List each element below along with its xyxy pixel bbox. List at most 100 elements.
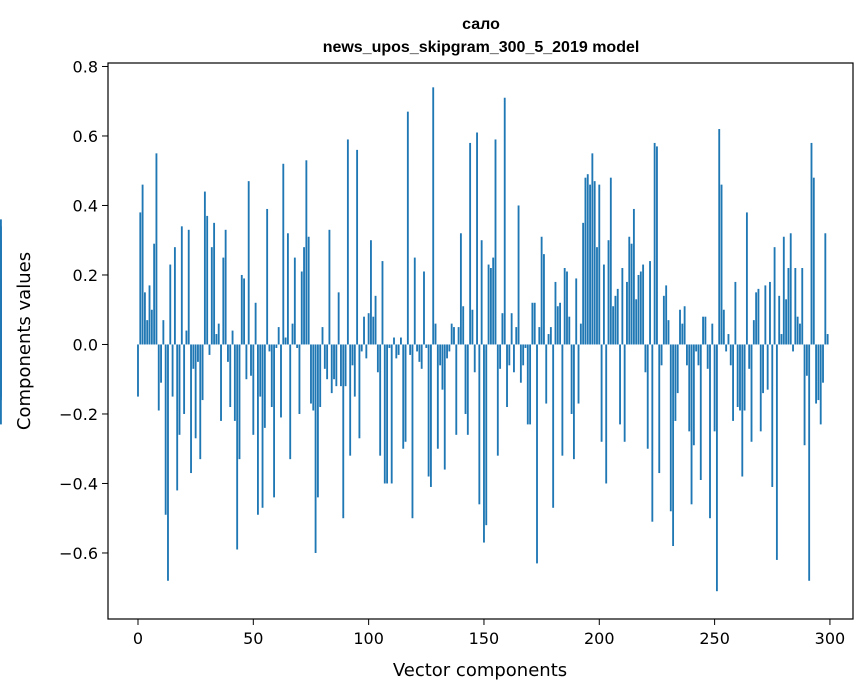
y-tick-label: 0.8: [73, 57, 98, 76]
bar-59: [273, 344, 275, 498]
bar-198: [593, 181, 596, 345]
bar-51: [254, 302, 257, 345]
bar-129: [434, 323, 437, 345]
bar-83: [328, 229, 331, 345]
bar-282: [787, 268, 790, 345]
bar-126: [427, 344, 430, 477]
bar-256: [727, 334, 730, 345]
bar-162: [510, 313, 513, 345]
bar-110: [390, 344, 393, 484]
bar-171: [531, 302, 534, 345]
bar-115: [402, 344, 405, 449]
bar-11: [162, 320, 165, 345]
bar-174: [538, 327, 541, 345]
bar-12: [164, 344, 167, 515]
bar-288: [801, 268, 804, 345]
bar-250: [713, 344, 716, 432]
bar-156: [496, 344, 499, 456]
bar-149: [480, 240, 483, 345]
bar-281: [785, 299, 788, 345]
bar-207: [614, 295, 617, 345]
bar-82: [326, 344, 329, 380]
bar-147: [476, 132, 478, 345]
bar-97: [360, 344, 363, 352]
bar-96: [358, 344, 361, 439]
y-tick-label: 0.2: [73, 266, 98, 285]
bar-297: [822, 344, 824, 383]
bar-253: [720, 184, 723, 345]
bar-249: [711, 323, 714, 345]
bar-296: [819, 344, 822, 425]
bar-218: [639, 271, 642, 345]
y-tick-label: 0.0: [73, 335, 98, 354]
bar-209: [619, 344, 621, 425]
bar-117: [406, 111, 409, 345]
bar-4: [146, 320, 149, 345]
bar-152: [487, 264, 490, 345]
bar-227: [660, 344, 663, 366]
bar-299: [826, 334, 829, 345]
bar-233: [674, 344, 677, 421]
bar-176: [543, 254, 545, 345]
bar-143: [466, 344, 469, 435]
bar-160: [506, 344, 508, 408]
bar-210: [621, 268, 624, 345]
bar-172: [533, 302, 536, 345]
bar-47: [245, 344, 248, 380]
bar-146: [473, 344, 476, 373]
bar-61: [277, 327, 280, 345]
bar-142: [464, 344, 467, 414]
bar-76: [312, 344, 315, 411]
bar-263: [743, 344, 746, 411]
bar-77: [314, 344, 317, 553]
bar-293: [812, 177, 815, 345]
bar-188: [570, 344, 573, 414]
y-tick-label: 0.6: [73, 127, 98, 146]
bar-271: [762, 344, 764, 394]
bar-46: [243, 278, 246, 345]
bar-undefined: [0, 240, 2, 345]
bar-6: [150, 309, 153, 345]
bar-254: [722, 309, 725, 345]
bar-234: [676, 344, 679, 394]
bar-195: [586, 174, 589, 345]
bar-166: [519, 344, 522, 383]
bar-26: [197, 344, 199, 362]
y-axis-ticks: −0.6 −0.4 −0.2 0.0 0.2 0.4 0.6 0.8: [59, 57, 108, 563]
bar-73: [305, 160, 308, 345]
bar-87: [337, 292, 340, 345]
bar-192: [579, 323, 582, 345]
bar-150: [483, 344, 485, 543]
bar-165: [517, 205, 520, 345]
bar-260: [736, 344, 739, 408]
bar-127: [429, 344, 432, 487]
bar-84: [330, 344, 333, 394]
bar-136: [450, 323, 453, 345]
bar-206: [612, 306, 615, 345]
y-tick-label: −0.2: [59, 405, 98, 424]
bar-255: [725, 344, 728, 352]
bar-124: [423, 271, 425, 345]
bar-16: [173, 247, 176, 345]
bar-75: [310, 344, 312, 404]
bar-230: [667, 320, 670, 345]
bar-280: [782, 236, 785, 345]
bar-32: [210, 247, 213, 345]
bar-286: [796, 316, 799, 345]
bar-70: [298, 344, 301, 414]
bars-group: [0, 87, 829, 592]
bar-170: [529, 344, 532, 425]
bar-10: [160, 344, 162, 383]
bar-225: [656, 146, 658, 345]
bar-294: [815, 344, 818, 404]
bar-7: [153, 243, 156, 345]
bar-204: [607, 240, 610, 345]
bar-120: [413, 257, 416, 345]
bar-48: [247, 181, 250, 345]
bar-184: [561, 344, 564, 456]
bar-202: [602, 264, 605, 345]
bar-194: [584, 177, 587, 345]
bar-138: [455, 344, 458, 435]
bar-98: [363, 316, 365, 345]
bar-158: [501, 313, 504, 345]
